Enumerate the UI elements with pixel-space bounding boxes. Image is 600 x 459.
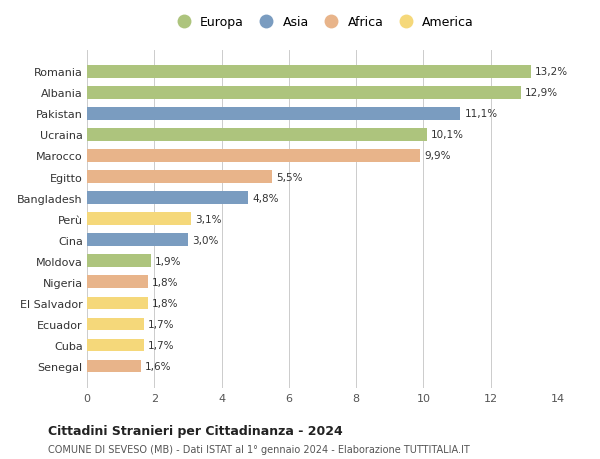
Bar [87, 318, 144, 330]
Bar [87, 234, 188, 246]
Text: 1,7%: 1,7% [148, 340, 175, 350]
Text: Cittadini Stranieri per Cittadinanza - 2024: Cittadini Stranieri per Cittadinanza - 2… [48, 425, 343, 437]
Bar [87, 66, 531, 78]
Legend: Europa, Asia, Africa, America: Europa, Asia, Africa, America [171, 16, 474, 29]
Bar [87, 87, 521, 100]
Bar [87, 213, 191, 225]
Bar [87, 339, 144, 352]
Text: 1,8%: 1,8% [152, 277, 178, 287]
Bar [87, 276, 148, 289]
Bar [87, 171, 272, 184]
Text: 1,8%: 1,8% [152, 298, 178, 308]
Text: 12,9%: 12,9% [525, 88, 558, 98]
Bar [87, 108, 460, 120]
Bar [87, 255, 151, 268]
Text: 5,5%: 5,5% [276, 172, 302, 182]
Text: 4,8%: 4,8% [253, 193, 279, 203]
Bar [87, 150, 420, 162]
Text: 10,1%: 10,1% [431, 130, 464, 140]
Text: 13,2%: 13,2% [535, 67, 568, 77]
Text: 1,9%: 1,9% [155, 256, 181, 266]
Bar [87, 360, 141, 373]
Text: 3,1%: 3,1% [196, 214, 222, 224]
Text: 9,9%: 9,9% [424, 151, 451, 161]
Text: 1,7%: 1,7% [148, 319, 175, 329]
Bar [87, 129, 427, 141]
Bar [87, 297, 148, 309]
Text: 11,1%: 11,1% [464, 109, 497, 119]
Text: COMUNE DI SEVESO (MB) - Dati ISTAT al 1° gennaio 2024 - Elaborazione TUTTITALIA.: COMUNE DI SEVESO (MB) - Dati ISTAT al 1°… [48, 444, 470, 454]
Text: 3,0%: 3,0% [192, 235, 218, 245]
Text: 1,6%: 1,6% [145, 361, 172, 371]
Bar [87, 192, 248, 204]
